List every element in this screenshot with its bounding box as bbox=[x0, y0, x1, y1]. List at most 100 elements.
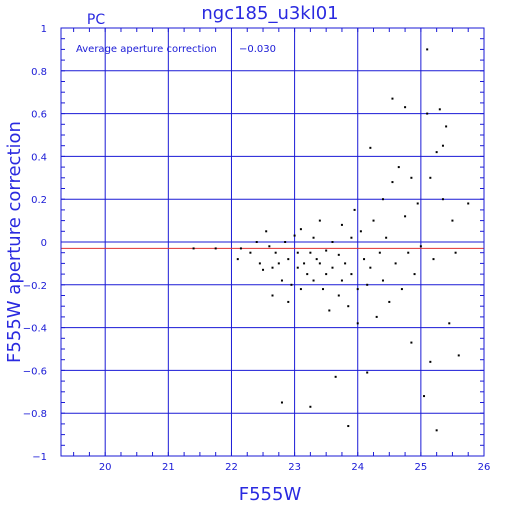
data-point bbox=[274, 251, 277, 254]
data-point bbox=[454, 251, 457, 254]
data-point bbox=[290, 283, 293, 286]
data-point bbox=[328, 309, 331, 312]
data-point bbox=[356, 288, 359, 291]
data-point bbox=[397, 166, 400, 169]
data-point bbox=[325, 273, 328, 276]
data-point bbox=[375, 315, 378, 318]
data-point bbox=[322, 288, 325, 291]
x-tick-label: 23 bbox=[288, 462, 301, 473]
data-point bbox=[391, 181, 394, 184]
data-point bbox=[268, 245, 271, 248]
data-point bbox=[385, 236, 388, 239]
plot-frame bbox=[60, 27, 485, 457]
data-point bbox=[265, 230, 268, 233]
data-point bbox=[457, 354, 460, 357]
data-point bbox=[309, 405, 312, 408]
y-tick-label: 0.4 bbox=[31, 152, 47, 163]
data-point bbox=[448, 322, 451, 325]
data-point bbox=[404, 215, 407, 218]
chart-title: ngc185_u3kl01 bbox=[201, 3, 338, 24]
data-point bbox=[347, 305, 350, 308]
data-point bbox=[423, 395, 426, 398]
data-point bbox=[381, 198, 384, 201]
data-point bbox=[306, 273, 309, 276]
y-tick-label: −0.2 bbox=[23, 281, 47, 292]
data-point bbox=[296, 251, 299, 254]
y-tick-label: 1 bbox=[41, 24, 47, 35]
data-point bbox=[214, 247, 217, 250]
y-tick-label: 0.6 bbox=[31, 110, 47, 121]
data-point bbox=[429, 176, 432, 179]
data-point bbox=[435, 429, 438, 432]
data-point bbox=[236, 258, 239, 261]
annotation-value: −0.030 bbox=[239, 44, 276, 55]
x-tick-label: 21 bbox=[162, 462, 175, 473]
data-point bbox=[337, 253, 340, 256]
data-point bbox=[363, 258, 366, 261]
data-point bbox=[309, 251, 312, 254]
x-tick-label: 26 bbox=[478, 462, 491, 473]
data-point bbox=[445, 125, 448, 128]
y-tick-label: −1 bbox=[32, 452, 47, 463]
data-point bbox=[347, 425, 350, 428]
data-point bbox=[426, 48, 429, 51]
data-point bbox=[280, 401, 283, 404]
data-point bbox=[284, 241, 287, 243]
data-point bbox=[258, 262, 261, 265]
data-point bbox=[467, 202, 470, 205]
data-point bbox=[429, 360, 432, 363]
y-axis-title: F555W aperture correction bbox=[4, 121, 25, 363]
data-point bbox=[337, 294, 340, 297]
data-point bbox=[394, 262, 397, 265]
data-point bbox=[441, 198, 444, 201]
data-point bbox=[369, 266, 372, 269]
data-point bbox=[366, 283, 369, 286]
data-point bbox=[426, 112, 429, 115]
data-point bbox=[293, 234, 296, 237]
data-point bbox=[419, 245, 422, 248]
data-point bbox=[331, 266, 334, 269]
data-point bbox=[441, 144, 444, 147]
data-point bbox=[356, 322, 359, 325]
x-axis-title: F555W bbox=[239, 484, 302, 505]
data-point bbox=[400, 288, 403, 291]
data-point bbox=[318, 262, 321, 265]
data-point bbox=[378, 251, 381, 254]
data-point bbox=[299, 228, 302, 231]
data-point bbox=[331, 241, 334, 243]
data-point bbox=[407, 251, 410, 254]
data-point bbox=[318, 219, 321, 222]
data-point bbox=[432, 258, 435, 261]
data-point bbox=[451, 219, 454, 222]
tick-labels: 20 21 22 23 24 25 26 −1 −0.8 −0.6 −0.4 −0.2 0 0.2 0.4 0… bbox=[23, 24, 491, 473]
data-point bbox=[262, 268, 265, 271]
data-point bbox=[239, 247, 242, 250]
data-point bbox=[344, 262, 347, 265]
data-point bbox=[303, 262, 306, 265]
data-point bbox=[255, 241, 258, 243]
data-point bbox=[350, 273, 353, 276]
data-point bbox=[277, 262, 280, 265]
data-point bbox=[340, 279, 343, 282]
x-tick-label: 25 bbox=[414, 462, 427, 473]
data-point bbox=[312, 236, 315, 239]
data-point bbox=[369, 146, 372, 149]
data-point bbox=[350, 236, 353, 239]
data-point bbox=[287, 300, 290, 303]
y-tick-label: 0.8 bbox=[31, 67, 47, 78]
data-point bbox=[416, 202, 419, 205]
data-point bbox=[391, 97, 394, 100]
y-tick-label: 0 bbox=[41, 238, 47, 249]
data-point bbox=[413, 273, 416, 276]
data-point bbox=[315, 258, 318, 261]
data-point bbox=[296, 266, 299, 269]
data-point bbox=[299, 288, 302, 291]
y-tick-label: −0.8 bbox=[23, 409, 47, 420]
data-points bbox=[192, 48, 470, 432]
x-tick-label: 22 bbox=[225, 462, 238, 473]
data-point bbox=[312, 279, 315, 282]
data-point bbox=[435, 151, 438, 154]
chart-subtitle: PC bbox=[87, 12, 105, 28]
data-point bbox=[271, 266, 274, 269]
data-point bbox=[359, 230, 362, 233]
